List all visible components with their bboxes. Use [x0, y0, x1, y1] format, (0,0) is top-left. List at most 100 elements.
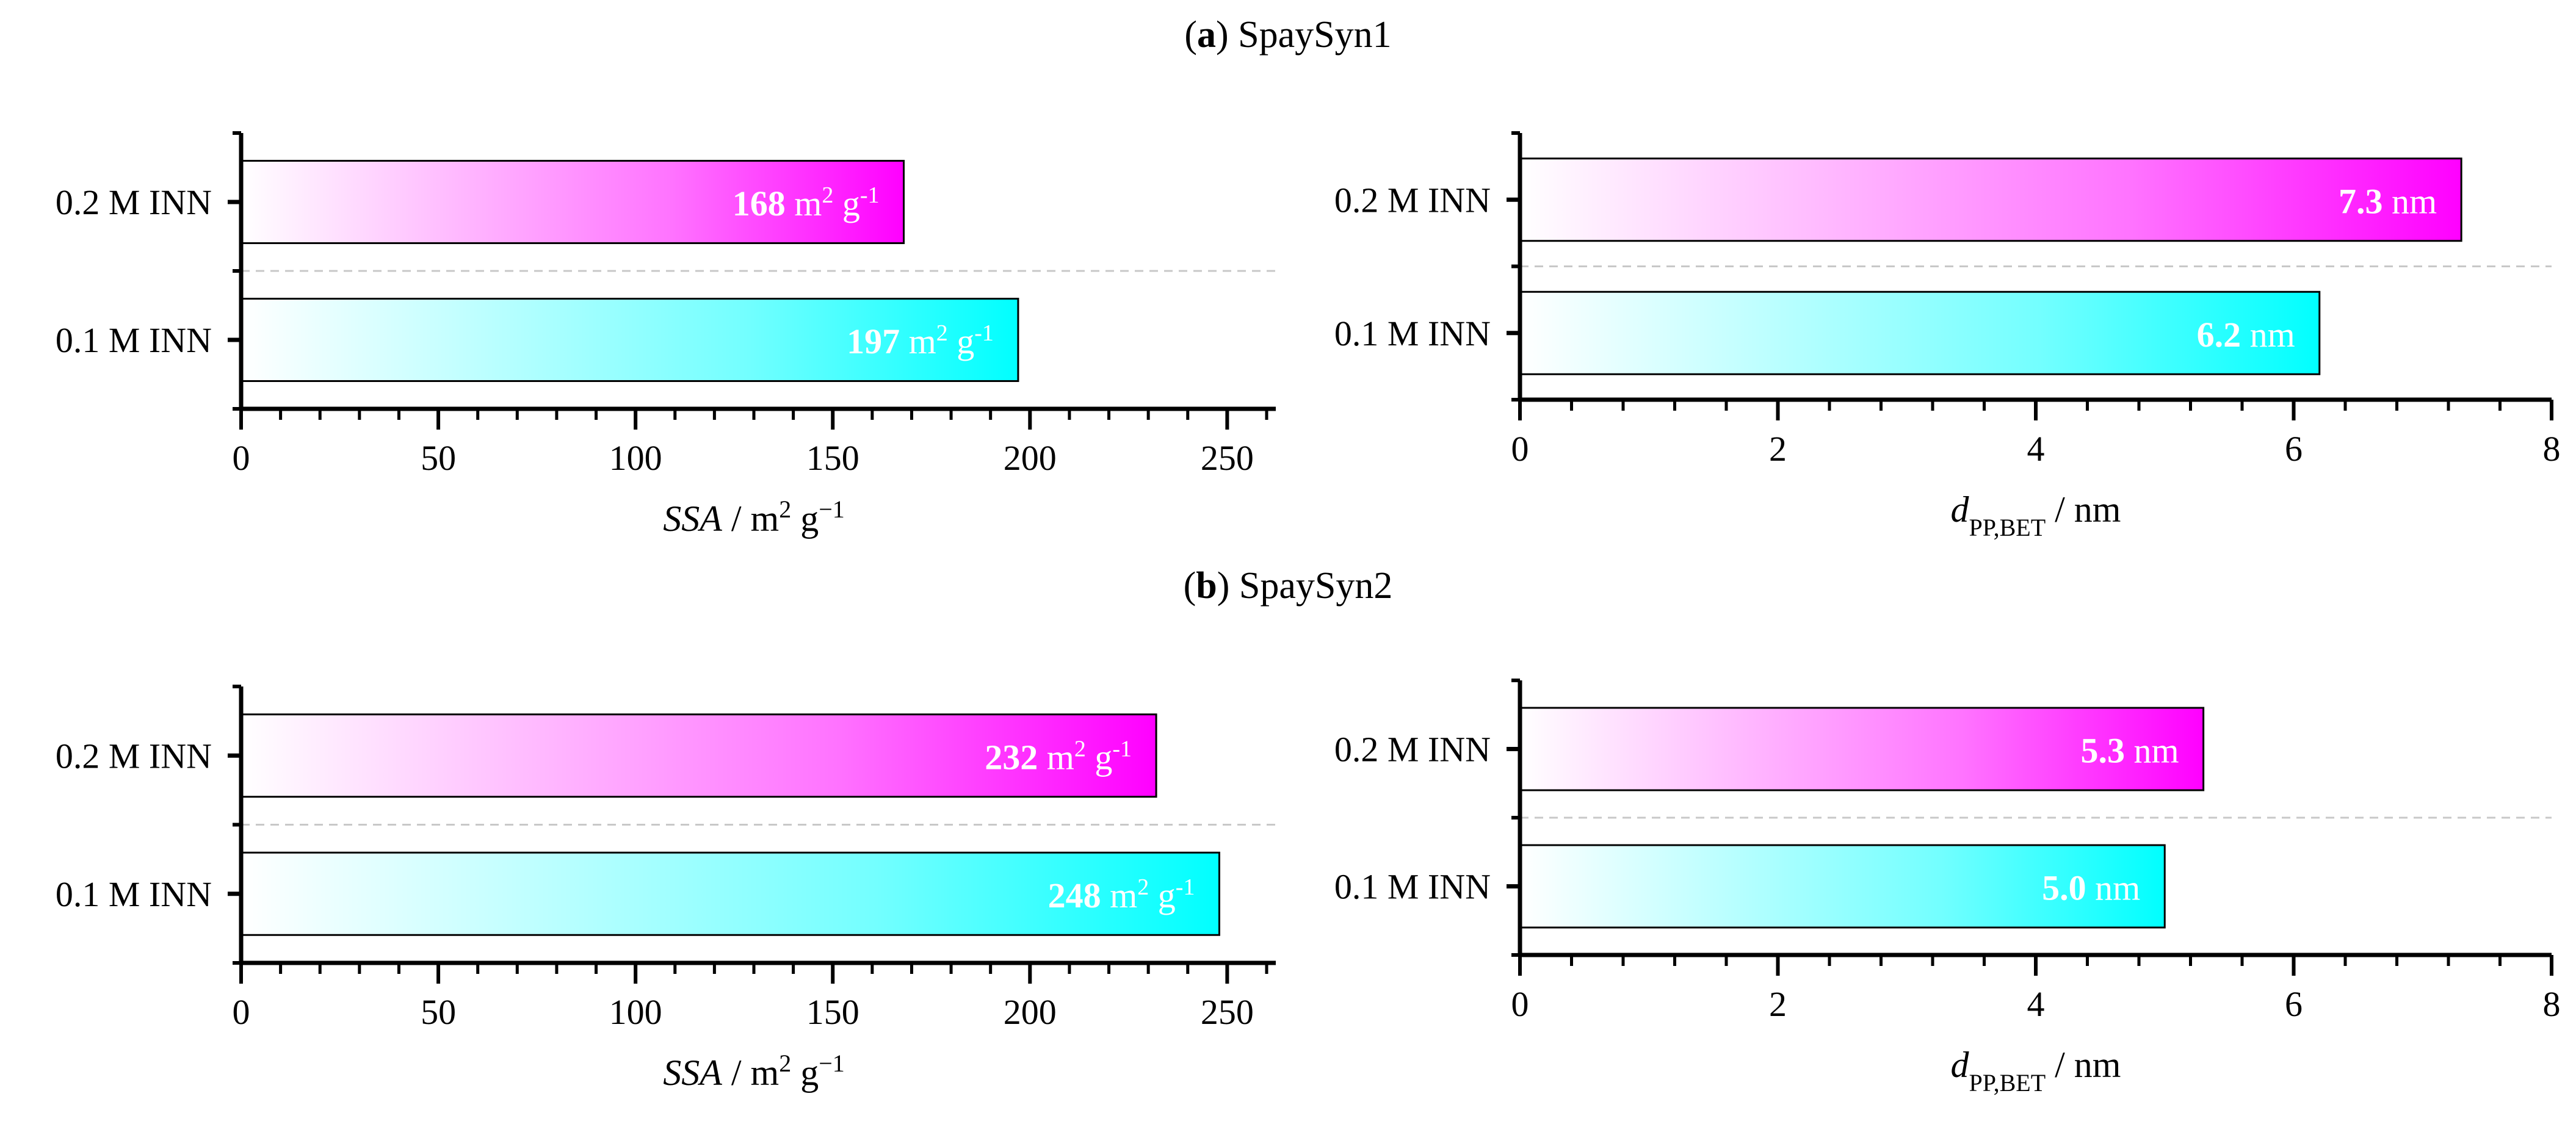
chart-b-dpp-value-label-1-unit: nm: [2086, 868, 2141, 908]
chart-a-dpp-xtick-label-4: 8: [2543, 429, 2561, 469]
chart-a-dpp-xlabel: dPP,BET / nm: [1951, 489, 2121, 541]
chart-b-ssa-xlabel-rest: / m: [722, 1053, 779, 1093]
chart-a-dpp-value-label-0: 7.3 nm: [2339, 181, 2437, 221]
chart-a-ssa-xlabel-rest: / m: [722, 499, 779, 539]
chart-a-ssa-xtick-label-3: 150: [806, 438, 859, 478]
chart-a-ssa-xtick-label-2: 100: [609, 438, 662, 478]
chart-a-ssa-xlabel-sup2: 2: [779, 495, 791, 523]
chart-b-dpp-bar-1: [1519, 844, 2166, 929]
chart-a-ssa-value-label-0: 168 m2 g-1: [733, 182, 880, 223]
chart-a-dpp-category-label-0: 0.2 M INN: [1334, 180, 1491, 220]
chart-b-ssa-category-label-1: 0.1 M INN: [56, 874, 212, 914]
chart-b-dpp-value-label-1: 5.0 nm: [2042, 868, 2140, 908]
chart-a-ssa-xtick-label-4: 200: [1004, 438, 1057, 478]
chart-a-ssa-value-label-1-unit-sup2: 2: [936, 320, 948, 346]
chart-a-ssa-value-label-0-unit-sup2: 2: [822, 182, 833, 208]
chart-a-ssa-value-1: 197: [847, 322, 900, 361]
chart-b-dpp-value-1: 5.0: [2042, 868, 2086, 908]
chart-b-dpp-bar-0: [1519, 707, 2205, 791]
chart-b-ssa-value-label-0-unit-sup2: 2: [1074, 736, 1086, 762]
chart-a-ssa-value-label-1-unit-m: m: [900, 322, 936, 361]
chart-b-ssa-xlabel-sup-1: −1: [819, 1050, 845, 1077]
chart-a-dpp-value-0: 7.3: [2339, 181, 2383, 221]
chart-b-ssa-xlabel-sup2: 2: [779, 1050, 791, 1077]
chart-a-dpp-category-label-1: 0.1 M INN: [1334, 314, 1491, 353]
chart-a-ssa-xtick-label-1: 50: [421, 438, 456, 478]
chart-a-dpp-xtick-label-0: 0: [1511, 429, 1529, 469]
chart-a-ssa-value-label-1-unit-sup-1: -1: [974, 320, 994, 346]
chart-b-ssa-xtick-label-0: 0: [233, 992, 250, 1032]
chart-b-ssa-xtick-label-3: 150: [806, 992, 859, 1032]
chart-a-ssa-category-label-0: 0.2 M INN: [56, 182, 212, 222]
chart-a-ssa-value-label-0-unit-g: g: [833, 184, 860, 223]
panel-a-title: (a) SpaySyn1: [0, 13, 2576, 57]
chart-a-ssa-value-label-0-unit-m: m: [786, 184, 822, 223]
chart-b-dpp-xtick-label-4: 8: [2543, 984, 2561, 1024]
chart-b-dpp-xlabel: dPP,BET / nm: [1951, 1045, 2121, 1097]
chart-a-ssa-bar-1: [240, 298, 1019, 382]
chart-a-ssa-xlabel-italic: SSA: [663, 499, 722, 539]
chart-a-ssa-xlabel-sup-1: −1: [819, 495, 845, 523]
chart-b-ssa-value-label-0-unit-g: g: [1086, 737, 1113, 777]
panel-b-letter: b: [1196, 565, 1217, 607]
chart-b-dpp-value-label-0: 5.3 nm: [2081, 731, 2179, 771]
chart-b-dpp-xlabel-italic: d: [1951, 1045, 1970, 1085]
chart-b-dpp-category-label-1: 0.1 M INN: [1334, 867, 1491, 907]
chart-b-ssa-value-0: 232: [985, 737, 1038, 777]
chart-a-ssa-xlabel: SSA / m2 g−1: [663, 495, 845, 539]
chart-b-dpp-value-label-0-unit: nm: [2125, 731, 2179, 771]
panel-a-paren-open: (: [1184, 14, 1197, 56]
chart-a-ssa-category-label-1: 0.1 M INN: [56, 320, 212, 360]
chart-b-dpp-xlabel-sub: PP,BET: [1969, 1069, 2046, 1097]
chart-b-ssa-xlabel: SSA / m2 g−1: [663, 1050, 845, 1093]
chart-b-dpp-xtick-label-3: 6: [2285, 984, 2303, 1024]
chart-a-ssa-value-label-1: 197 m2 g-1: [847, 320, 994, 361]
chart-a-dpp-xlabel-sub: PP,BET: [1969, 514, 2046, 541]
chart-a-dpp-bar-0: [1519, 157, 2462, 242]
panel-a-label: SpaySyn1: [1238, 14, 1392, 56]
chart-a-dpp-bar-1: [1519, 290, 2321, 375]
chart-a-dpp-xtick-label-3: 6: [2285, 429, 2303, 469]
chart-b-ssa-value-label-1-unit-sup2: 2: [1137, 874, 1149, 900]
chart-b-ssa-value-label-1-unit-g: g: [1149, 876, 1176, 915]
chart-b-ssa-category-label-0: 0.2 M INN: [56, 736, 212, 776]
panel-b-paren-close: ): [1217, 565, 1230, 607]
panel-b-label: SpaySyn2: [1239, 565, 1393, 607]
chart-a-ssa-value-label-0-unit-sup-1: -1: [860, 182, 880, 208]
chart-a-dpp-value-label-1-unit: nm: [2241, 315, 2295, 355]
chart-b-dpp-category-label-0: 0.2 M INN: [1334, 730, 1491, 769]
chart-b-dpp-xtick-label-1: 2: [1769, 984, 1787, 1024]
chart-a-dpp-value-label-1: 6.2 nm: [2197, 315, 2295, 355]
chart-b-dpp-xtick-label-2: 4: [2027, 984, 2045, 1024]
panel-b-paren-open: (: [1183, 565, 1196, 607]
chart-b-ssa-bar-0: [240, 713, 1157, 798]
panel-a-letter: a: [1197, 14, 1216, 56]
chart-b-dpp-xlabel-rest: / nm: [2046, 1045, 2121, 1085]
chart-a-dpp-xlabel-italic: d: [1951, 489, 1970, 530]
chart-a-ssa-value-0: 168: [733, 184, 786, 223]
chart-a-ssa-xtick-label-0: 0: [233, 438, 250, 478]
chart-a-dpp-xtick-label-1: 2: [1769, 429, 1787, 469]
chart-b-ssa-value-1: 248: [1048, 876, 1101, 915]
chart-b-ssa-xtick-label-1: 50: [421, 992, 456, 1032]
chart-b-ssa-value-label-0-unit-m: m: [1038, 737, 1074, 777]
chart-b-ssa-xlabel-g: g: [791, 1053, 819, 1093]
chart-b-ssa-value-label-1-unit-sup-1: -1: [1176, 874, 1195, 900]
chart-b-ssa-xlabel-italic: SSA: [663, 1053, 722, 1093]
chart-b-ssa-xtick-label-5: 250: [1201, 992, 1254, 1032]
chart-b-dpp-xtick-label-0: 0: [1511, 984, 1529, 1024]
panel-a-paren-close: ): [1216, 14, 1229, 56]
chart-a-dpp-value-label-0-unit: nm: [2383, 181, 2437, 221]
chart-a-dpp-value-1: 6.2: [2197, 315, 2241, 355]
chart-b-ssa-value-label-1: 248 m2 g-1: [1048, 874, 1195, 915]
chart-a-dpp-xtick-label-2: 4: [2027, 429, 2045, 469]
chart-a-dpp-xlabel-rest: / nm: [2046, 489, 2121, 530]
chart-b-ssa-xtick-label-4: 200: [1004, 992, 1057, 1032]
panel-b-title: (b) SpaySyn2: [0, 564, 2576, 608]
chart-a-ssa-bar-0: [240, 160, 905, 244]
chart-a-ssa-xlabel-g: g: [791, 499, 819, 539]
